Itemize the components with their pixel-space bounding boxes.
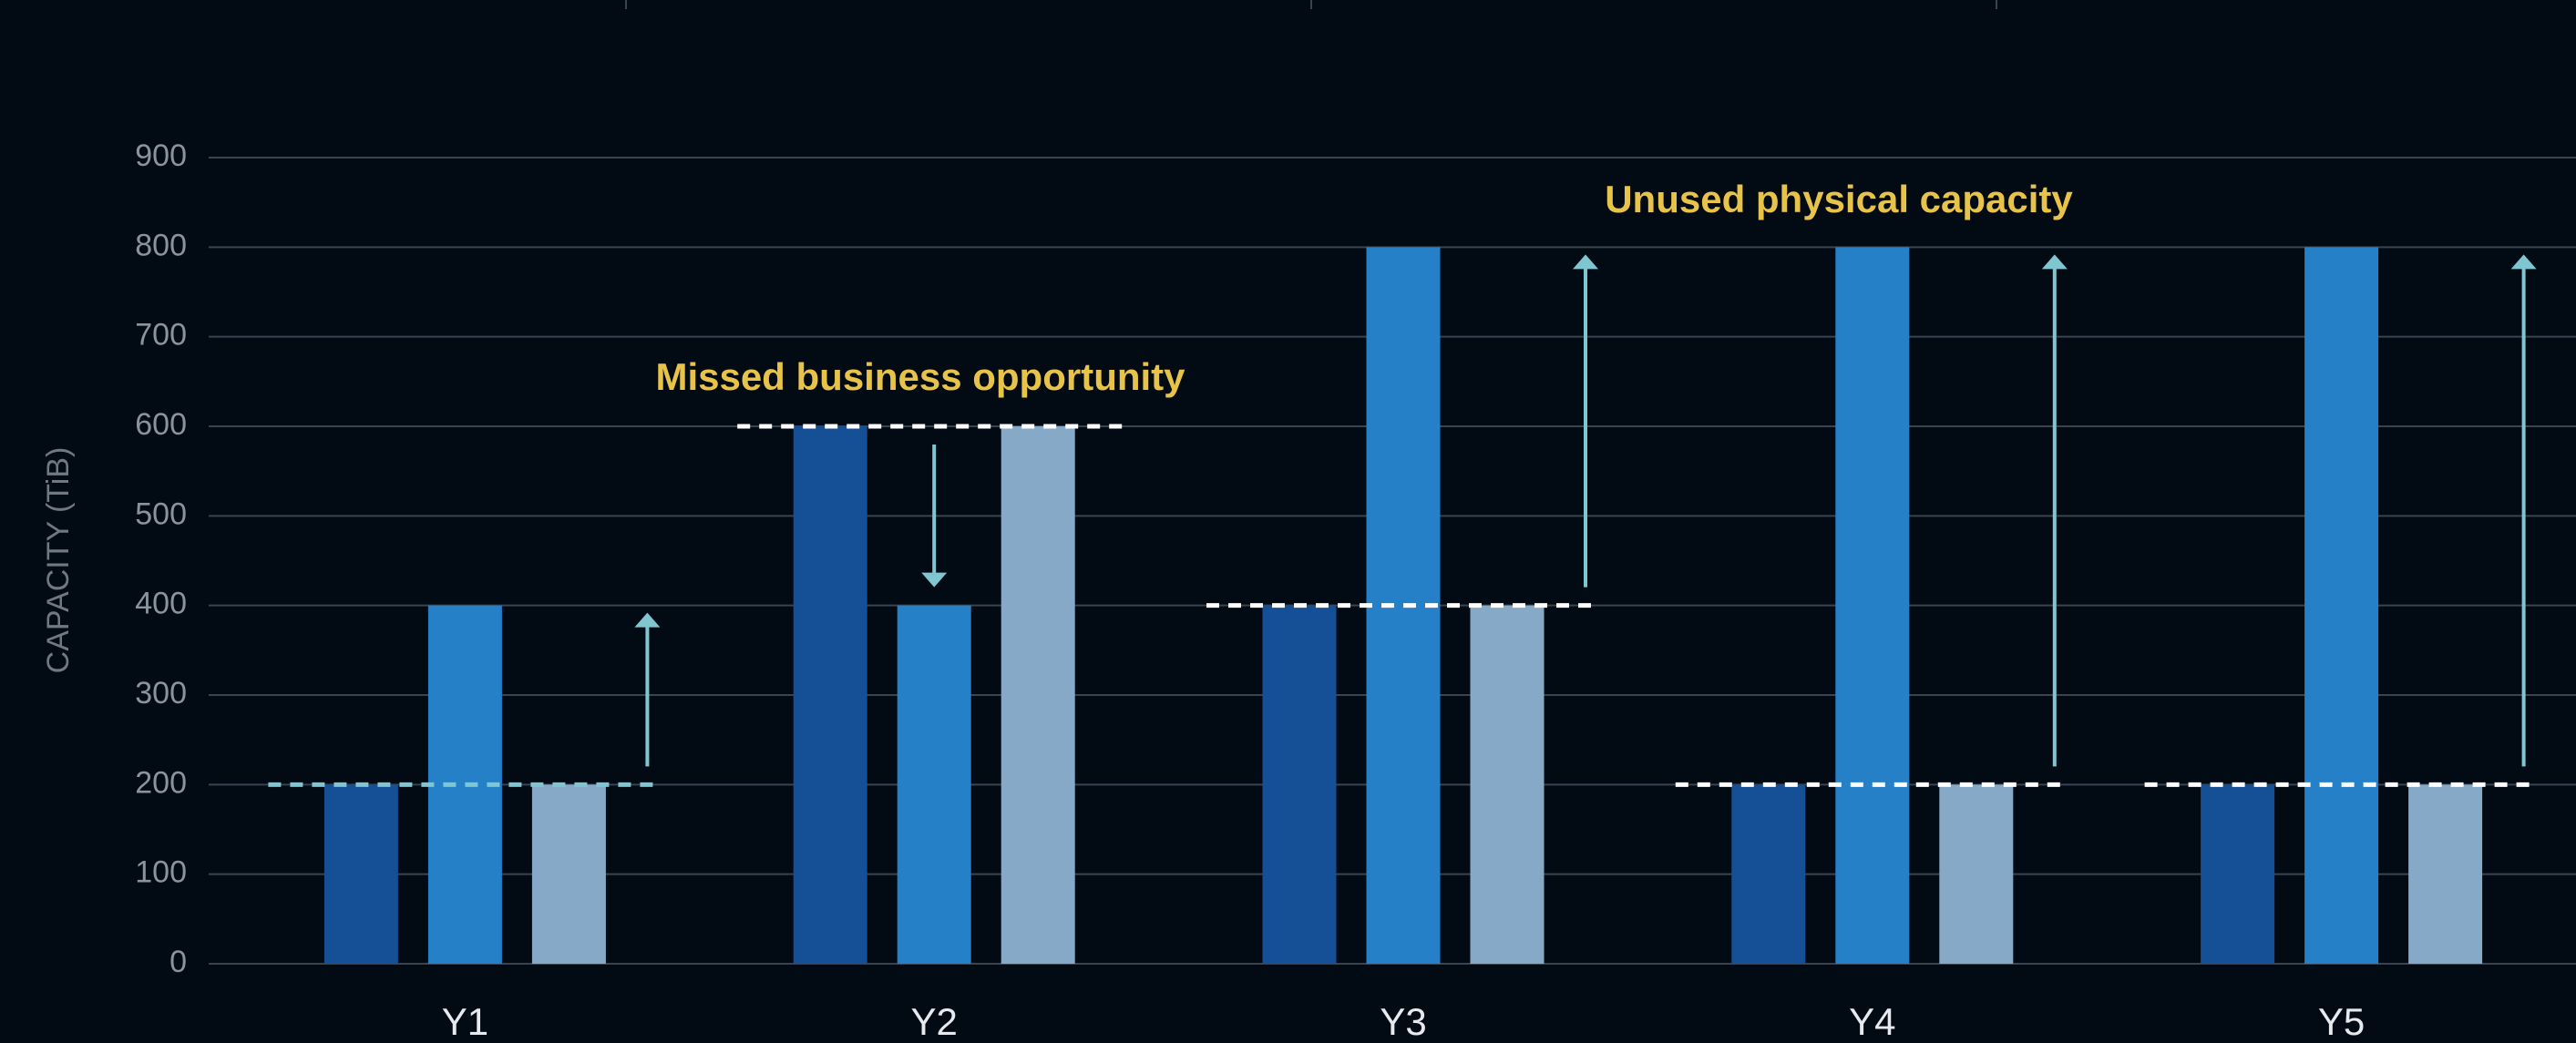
x-tick-label: Y2 [911, 1000, 958, 1043]
y-tick-label: 800 [135, 228, 187, 262]
arrow-head [921, 572, 948, 588]
y-tick-label: 400 [135, 587, 187, 621]
y-tick-label: 100 [135, 855, 187, 890]
bar [1731, 784, 1806, 964]
y-tick-label: 900 [135, 138, 187, 173]
arrow-head [2041, 254, 2068, 270]
annotation: Missed business opportunity [655, 355, 1185, 398]
y-tick-label: 500 [135, 496, 187, 531]
bar [2408, 784, 2483, 964]
y-axis-label: CAPACITY (TiB) [41, 447, 76, 674]
bar [793, 426, 867, 964]
x-tick-label: Y4 [1849, 1000, 1895, 1043]
y-tick-label: 600 [135, 407, 187, 442]
arrow-head [1573, 254, 1598, 270]
bar [1470, 605, 1545, 964]
annotation: Unused physical capacity [1605, 178, 2073, 220]
bar [1262, 605, 1337, 964]
y-tick-label: 0 [169, 945, 187, 979]
bar [323, 784, 398, 964]
x-tick-label: Y1 [442, 1000, 488, 1043]
bar [531, 784, 606, 964]
bar [1001, 426, 1075, 964]
arrow-head [2510, 254, 2537, 270]
y-tick-label: 300 [135, 676, 187, 711]
bar [2304, 247, 2379, 964]
bar [2201, 784, 2275, 964]
arrow-head [634, 612, 661, 628]
x-tick-label: Y5 [2318, 1000, 2365, 1043]
x-tick-label: Y3 [1380, 1000, 1426, 1043]
y-tick-label: 700 [135, 318, 187, 353]
bar [1939, 784, 2014, 964]
bar [897, 605, 971, 964]
y-tick-label: 200 [135, 765, 187, 800]
bar [1835, 247, 1910, 964]
